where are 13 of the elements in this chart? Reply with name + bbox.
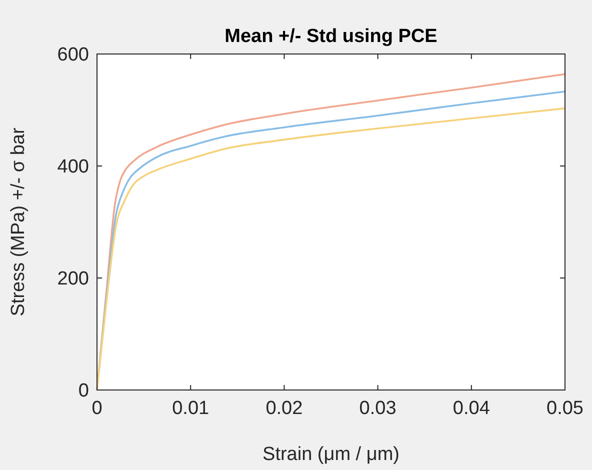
y-tick-label: 0 bbox=[78, 380, 89, 402]
x-axis-title: Strain (μm / μm) bbox=[262, 444, 400, 465]
y-tick-label: 600 bbox=[57, 44, 89, 66]
y-axis-title: Stress (MPa) +/- σ bar bbox=[8, 127, 29, 316]
y-tick-label: 200 bbox=[57, 268, 89, 290]
x-tick-label: 0.02 bbox=[266, 398, 303, 419]
chart-title: Mean +/- Std using PCE bbox=[224, 26, 438, 47]
x-tick-label: 0.05 bbox=[546, 398, 584, 419]
x-tick-label: 0.03 bbox=[359, 398, 396, 419]
x-tick-label: 0.04 bbox=[452, 398, 490, 419]
y-tick-label: 400 bbox=[57, 156, 89, 178]
x-tick-label: 0.01 bbox=[172, 398, 210, 419]
x-tick-label: 0 bbox=[92, 398, 102, 419]
